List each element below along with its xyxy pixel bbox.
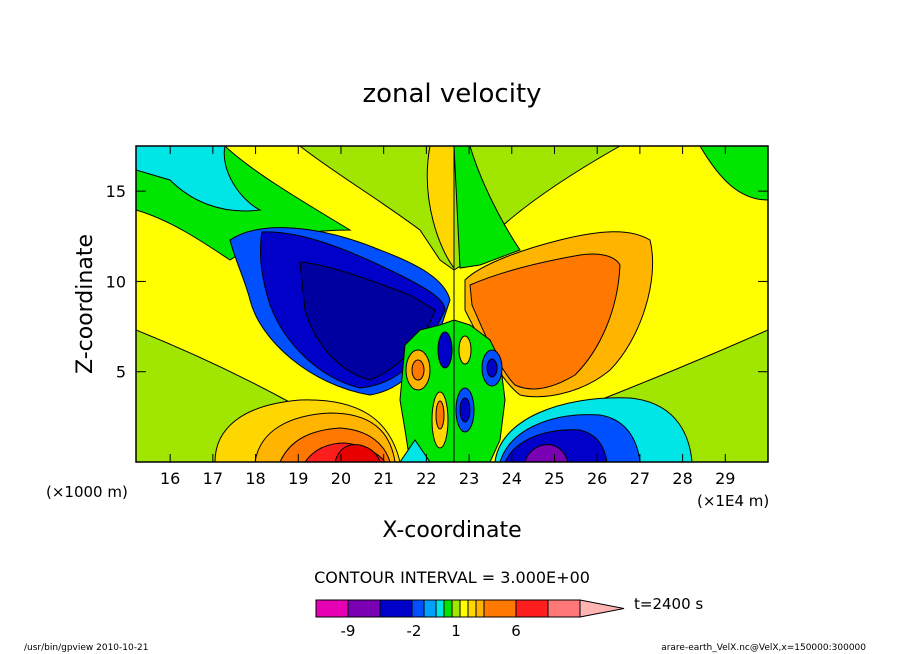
x-tick-label: 16 bbox=[160, 469, 180, 488]
colorbar-swatch bbox=[459, 599, 469, 618]
x-tick-label: 24 bbox=[502, 469, 522, 488]
colorbar-swatch bbox=[315, 599, 349, 618]
y-tick-label: 5 bbox=[116, 363, 126, 382]
time-label: t=2400 s bbox=[634, 595, 703, 613]
x-tick-label: 20 bbox=[331, 469, 351, 488]
footer-left: /usr/bin/gpview 2010-10-21 bbox=[24, 643, 148, 653]
contour-field bbox=[136, 146, 768, 462]
colorbar-swatch bbox=[411, 599, 425, 618]
colorbar-label: -9 bbox=[341, 622, 356, 640]
x-tick-label: 27 bbox=[630, 469, 650, 488]
colorbar-label: 6 bbox=[511, 622, 521, 640]
x-tick-label: 25 bbox=[544, 469, 564, 488]
colorbar-swatch bbox=[451, 599, 461, 618]
x-tick-label: 23 bbox=[459, 469, 479, 488]
colorbar-swatch bbox=[443, 599, 453, 618]
y-unit-note: (×1000 m) bbox=[46, 483, 128, 501]
y-tick-label: 10 bbox=[106, 272, 126, 291]
x-axis: 16 17 18 19 20 21 22 23 24 25 26 27 28 29 bbox=[160, 146, 735, 488]
x-tick-label: 26 bbox=[587, 469, 607, 488]
colorbar-arrow bbox=[579, 599, 625, 618]
plot-frame bbox=[135, 145, 769, 463]
chart-title: zonal velocity bbox=[362, 79, 541, 109]
colorbar-swatch bbox=[435, 599, 445, 618]
colorbar-swatch bbox=[475, 599, 485, 618]
contour-interval: CONTOUR INTERVAL = 3.000E+00 bbox=[314, 568, 590, 587]
colorbar-swatch bbox=[347, 599, 381, 618]
y-tick-label: 15 bbox=[106, 182, 126, 201]
colorbar-swatch bbox=[467, 599, 477, 618]
y-axis-label: Z-coordinate bbox=[73, 234, 98, 374]
colorbar-swatch bbox=[483, 599, 517, 618]
x-tick-label: 19 bbox=[288, 469, 308, 488]
colorbar-label: -2 bbox=[407, 622, 422, 640]
x-tick-label: 18 bbox=[245, 469, 265, 488]
x-tick-label: 17 bbox=[203, 469, 223, 488]
footer-right: arare-earth_VelX.nc@VelX,x=150000:300000 bbox=[661, 643, 866, 653]
colorbar-label: 1 bbox=[451, 622, 461, 640]
x-tick-label: 21 bbox=[373, 469, 393, 488]
colorbar-swatch bbox=[379, 599, 413, 618]
x-tick-label: 22 bbox=[416, 469, 436, 488]
colorbar-swatch bbox=[515, 599, 549, 618]
colorbar: -9 -2 1 6 bbox=[315, 599, 625, 640]
x-axis-label: X-coordinate bbox=[382, 518, 521, 543]
x-tick-label: 29 bbox=[715, 469, 735, 488]
y-axis: 5 10 15 bbox=[106, 182, 768, 382]
colorbar-swatch bbox=[547, 599, 581, 618]
x-tick-label: 28 bbox=[672, 469, 692, 488]
x-unit-note: (×1E4 m) bbox=[697, 492, 769, 510]
colorbar-swatch bbox=[423, 599, 437, 618]
